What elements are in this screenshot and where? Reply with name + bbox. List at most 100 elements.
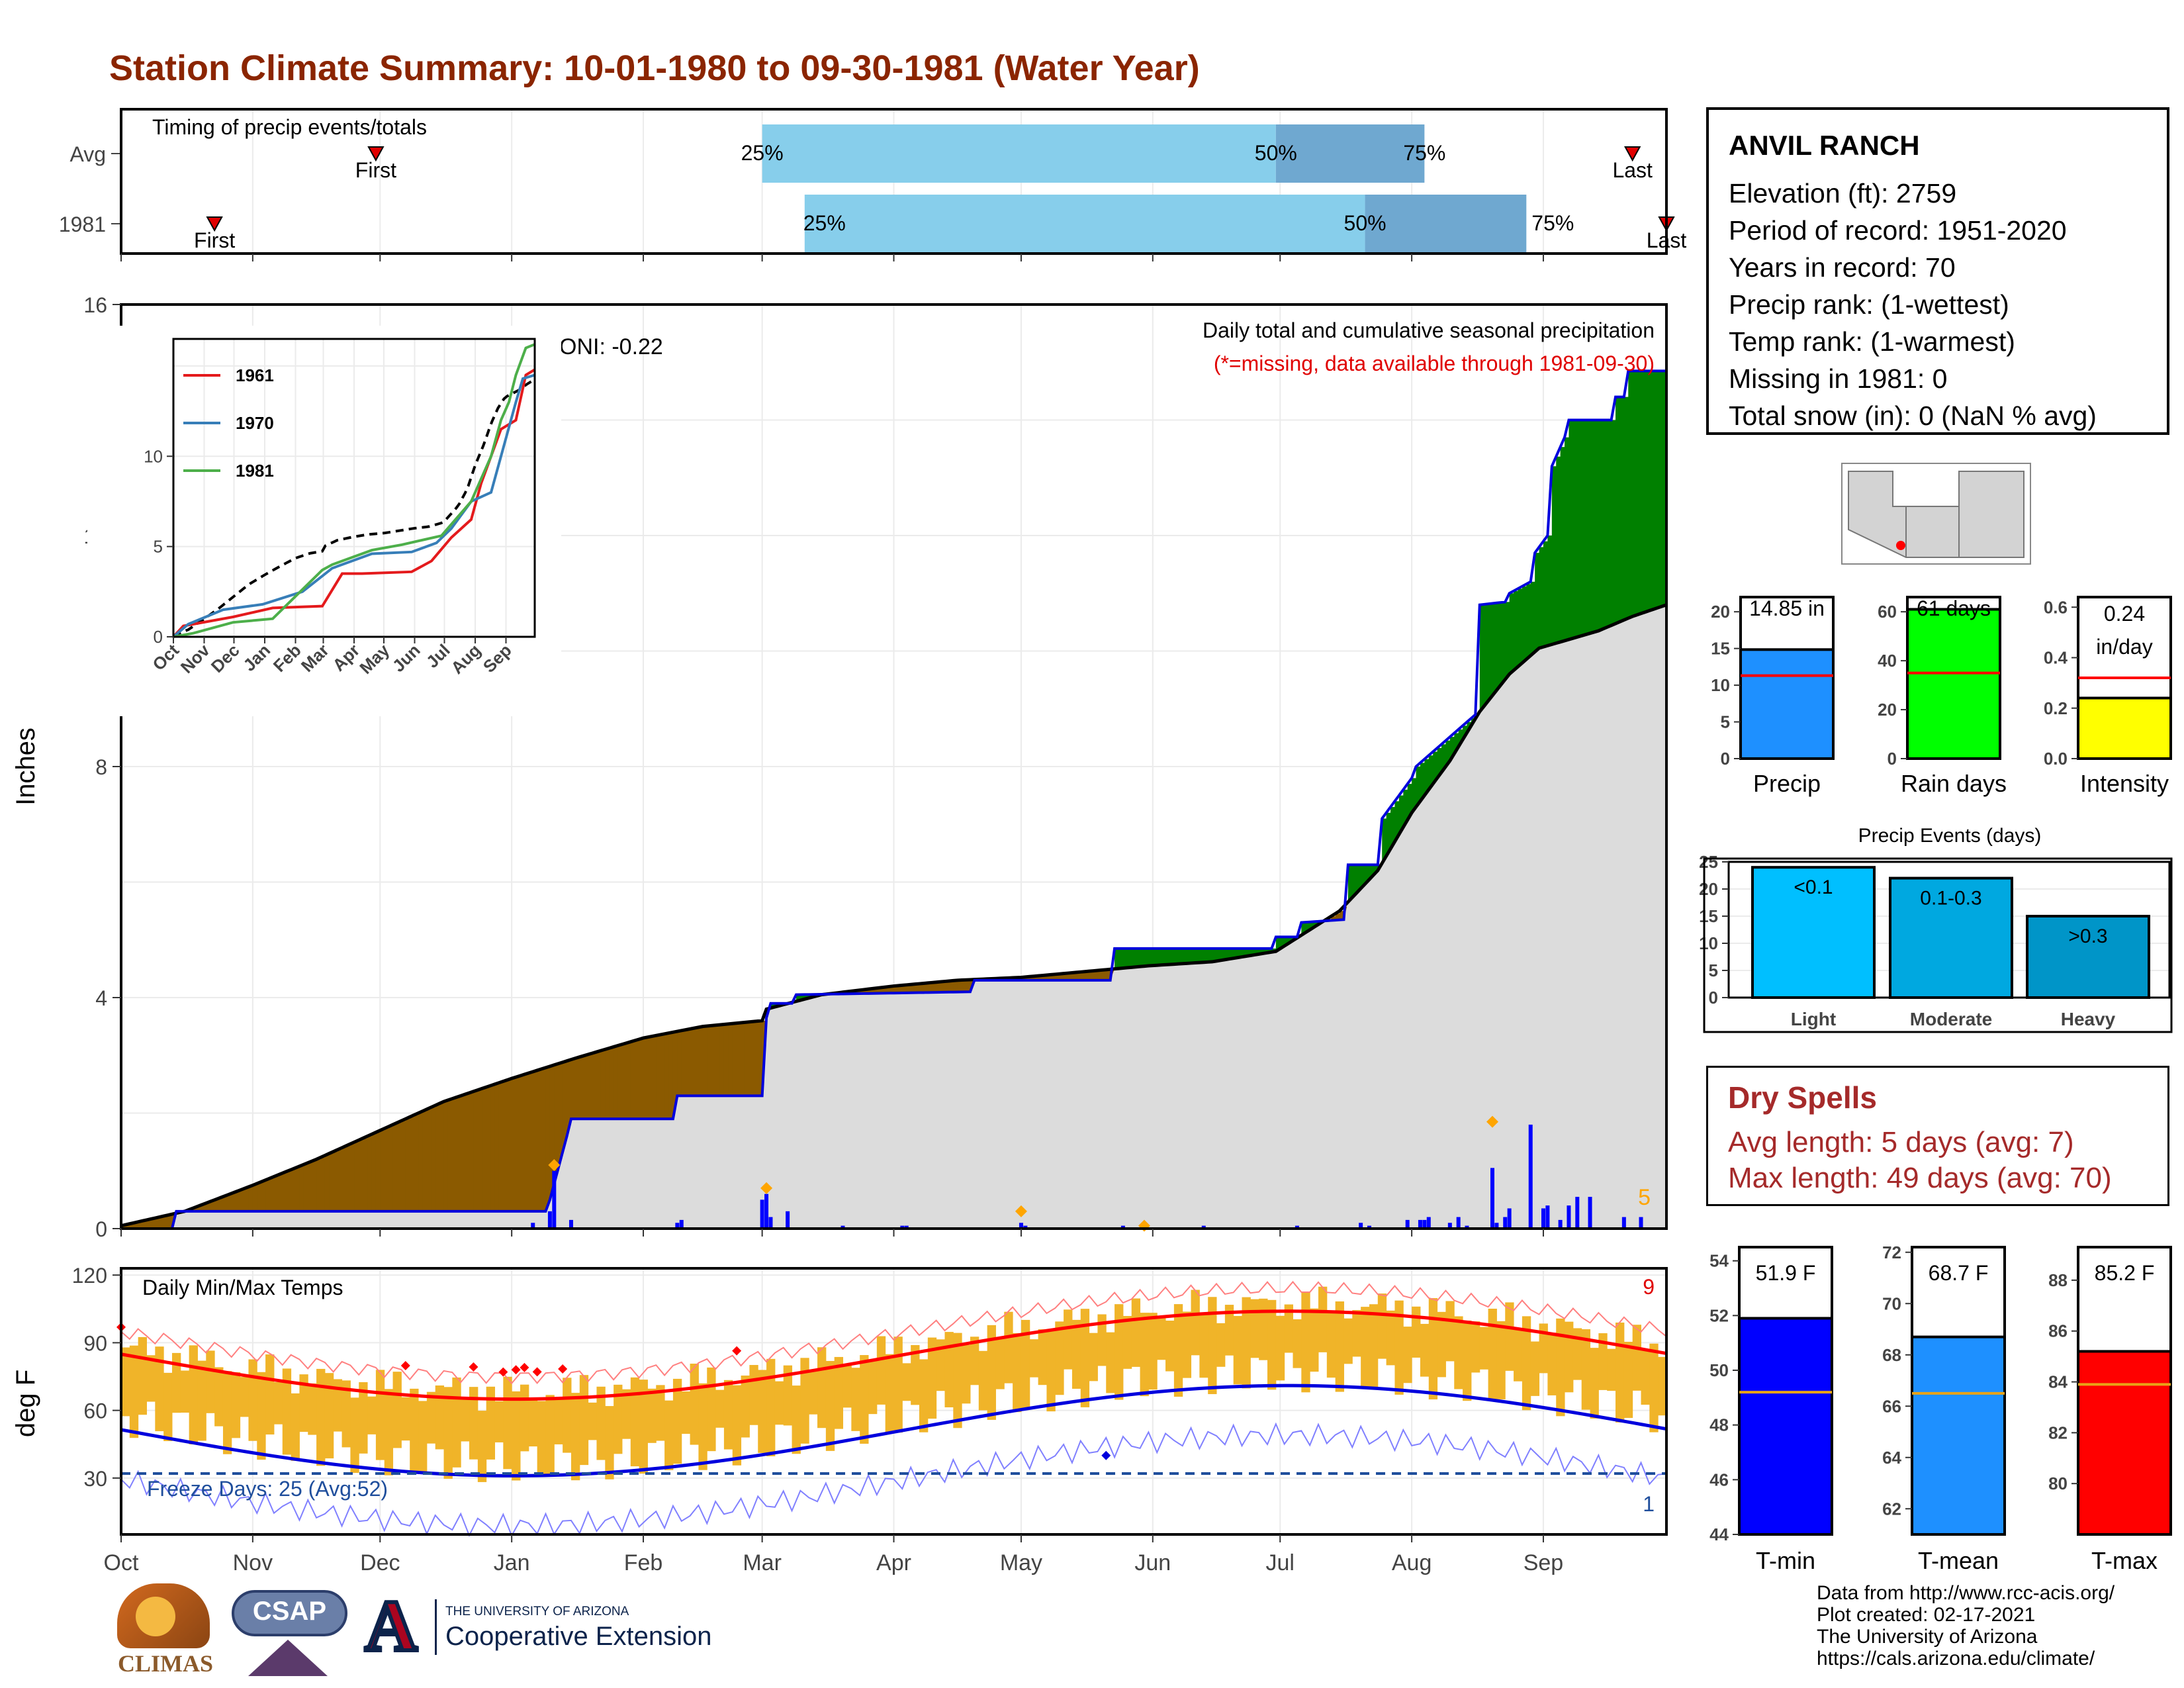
- month-x-tick-label: Jun: [1134, 1550, 1171, 1575]
- daily-temp-range-bar: [1267, 1299, 1277, 1390]
- surplus-fill: [1416, 767, 1421, 808]
- daily-temp-range-bar: [1496, 1321, 1506, 1399]
- temp-bar-category-label: T-mean: [1918, 1547, 1999, 1574]
- deficit-fill: [146, 1219, 152, 1229]
- daily-temp-range-bar: [936, 1339, 945, 1391]
- surplus-fill: [1577, 420, 1582, 637]
- daily-temp-range-bar: [1199, 1312, 1208, 1378]
- deficit-fill: [465, 1094, 470, 1211]
- daily-temp-range-bar: [461, 1398, 470, 1442]
- timing-bar-25-50: [762, 124, 1276, 183]
- daily-temp-range-bar: [163, 1372, 173, 1442]
- climas-wordmark: CLIMAS: [117, 1650, 214, 1677]
- daily-temp-range-bar: [189, 1345, 198, 1444]
- deficit-fill: [461, 1096, 466, 1211]
- daily-temp-range-bar: [1514, 1329, 1523, 1382]
- mini-bar-value-label: 14.85 in: [1749, 596, 1825, 620]
- deficit-fill: [303, 1164, 308, 1211]
- daily-temp-range-bar: [1038, 1329, 1047, 1385]
- daily-temp-range-bar: [265, 1354, 275, 1435]
- deficit-fill: [728, 1023, 733, 1096]
- daily-temp-range-bar: [800, 1358, 809, 1444]
- record-min-line: [120, 1422, 1667, 1538]
- inset-average-line: [173, 379, 535, 637]
- daily-temp-range-bar: [1326, 1311, 1336, 1378]
- mini-bar-value-label: 61 days: [1917, 596, 1991, 620]
- daily-temp-range-bar: [1284, 1304, 1293, 1353]
- csap-cloud: [232, 1590, 347, 1636]
- daily-temp-range-bar: [860, 1355, 869, 1444]
- ua-small-text: THE UNIVERSITY OF ARIZONA: [445, 1605, 629, 1618]
- surplus-fill: [1653, 371, 1659, 610]
- daily-precip-bar: [1545, 1205, 1550, 1229]
- deficit-fill: [1042, 975, 1048, 980]
- surplus-fill: [1530, 581, 1535, 656]
- daily-precip-bar: [1418, 1219, 1422, 1229]
- daily-temp-range-bar: [426, 1391, 436, 1444]
- daily-temp-range-bar: [911, 1344, 920, 1405]
- heavy-precip-marker: [1486, 1115, 1498, 1128]
- deficit-fill: [388, 1126, 394, 1211]
- daily-temp-range-bar: [121, 1347, 130, 1417]
- deficit-fill: [630, 1041, 635, 1119]
- deficit-fill: [656, 1035, 661, 1119]
- surplus-fill: [1565, 437, 1570, 641]
- surplus-fill: [1586, 420, 1591, 635]
- record-high-marker: [520, 1362, 529, 1372]
- deficit-fill: [881, 987, 886, 994]
- mini-bar-intensity: [2077, 696, 2172, 760]
- daily-temp-range-bar: [885, 1354, 894, 1433]
- deficit-fill: [758, 1021, 763, 1096]
- daily-temp-range-bar: [1394, 1300, 1404, 1395]
- deficit-fill: [715, 1025, 721, 1096]
- deficit-fill: [957, 980, 962, 992]
- surplus-fill: [1514, 590, 1519, 671]
- station-detail-line: Temp rank: (1-warmest): [1729, 326, 2015, 357]
- daily-temp-range-bar: [809, 1370, 818, 1415]
- daily-temp-range-bar: [248, 1359, 257, 1441]
- deficit-fill: [686, 1029, 691, 1096]
- surplus-fill: [1178, 948, 1183, 964]
- surplus-fill: [1305, 922, 1310, 933]
- deficit-fill: [948, 980, 954, 992]
- surplus-fill: [1246, 948, 1251, 957]
- daily-precip-bar: [1465, 1225, 1469, 1229]
- daily-precip-bar: [764, 1194, 769, 1229]
- surplus-fill: [1572, 420, 1578, 639]
- events-bar-heavy: [2026, 915, 2150, 999]
- daily-temp-range-bar: [1293, 1319, 1302, 1368]
- inset-legend-label: 1961: [236, 365, 274, 385]
- deficit-fill: [498, 1082, 504, 1211]
- events-bar-label: 0.1-0.3: [1920, 888, 1981, 910]
- deficit-fill: [354, 1142, 359, 1211]
- daily-precip-bar: [1528, 1124, 1533, 1229]
- deficit-fill: [596, 1052, 602, 1119]
- precip-y-tick-label: 4: [95, 986, 107, 1010]
- deficit-fill: [129, 1223, 134, 1229]
- daily-temp-range-bar: [825, 1360, 835, 1451]
- deficit-fill: [528, 1073, 533, 1211]
- daily-precip-bar: [1621, 1217, 1626, 1229]
- deficit-fill: [520, 1076, 525, 1211]
- deficit-fill: [643, 1038, 649, 1119]
- deficit-fill: [320, 1157, 326, 1211]
- timing-pct-25: 25%: [741, 141, 784, 165]
- surplus-fill: [1441, 744, 1447, 773]
- surplus-fill: [1212, 948, 1217, 962]
- deficit-fill: [647, 1037, 653, 1119]
- mini-bar-category-label: Precip: [1753, 770, 1821, 797]
- daily-temp-range-bar: [214, 1367, 224, 1427]
- daily-precip-bar: [1201, 1225, 1206, 1229]
- daily-precip-bar: [760, 1199, 764, 1229]
- surplus-fill: [1284, 937, 1289, 947]
- deficit-fill: [482, 1088, 487, 1211]
- page-title: Station Climate Summary: 10-01-1980 to 0…: [109, 48, 1200, 88]
- daily-temp-range-bar: [758, 1370, 767, 1453]
- surplus-fill: [1623, 397, 1629, 620]
- daily-temp-range-bar: [842, 1365, 852, 1408]
- daily-temp-range-bar: [834, 1356, 844, 1429]
- daily-temp-range-bar: [672, 1378, 682, 1464]
- daily-temp-range-bar: [690, 1364, 699, 1445]
- deficit-fill: [584, 1055, 589, 1119]
- timing-bar-25-50: [804, 195, 1365, 253]
